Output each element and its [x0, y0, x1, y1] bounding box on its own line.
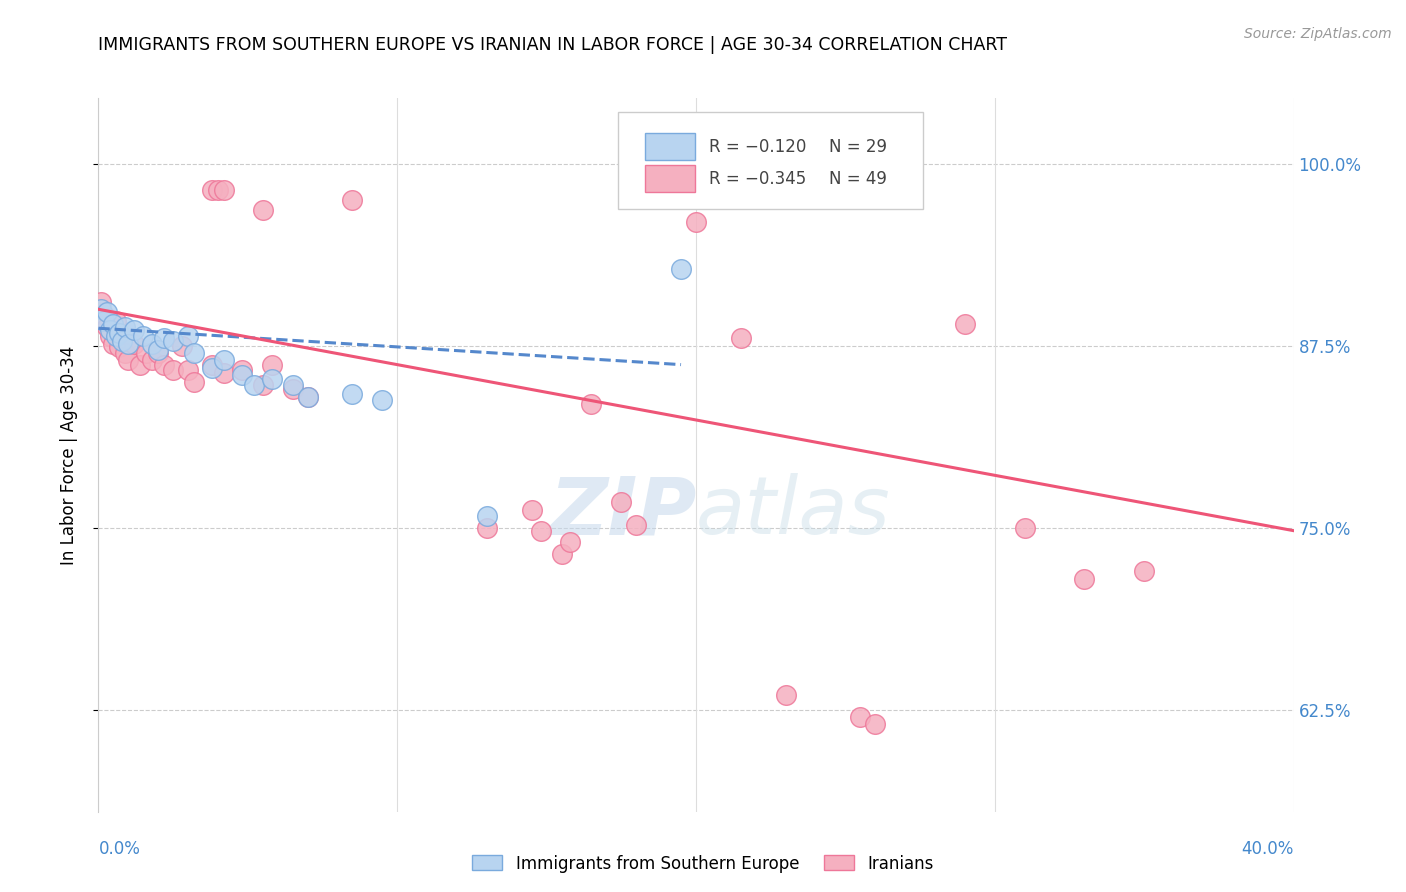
Point: [111, 334, 134, 349]
Point: [260, 372, 283, 386]
Point: [520, 503, 543, 517]
Text: N = 29: N = 29: [828, 137, 887, 155]
Text: Source: ZipAtlas.com: Source: ZipAtlas.com: [1244, 27, 1392, 41]
Point: [172, 339, 194, 353]
Point: [100, 323, 122, 337]
Point: [148, 346, 170, 360]
Text: IMMIGRANTS FROM SOUTHERN EUROPE VS IRANIAN IN LABOR FORCE | AGE 30-34 CORRELATIO: IMMIGRANTS FROM SOUTHERN EUROPE VS IRANI…: [98, 36, 1008, 54]
Point: [162, 363, 184, 377]
Point: [1014, 521, 1036, 535]
Point: [297, 390, 319, 404]
Point: [581, 397, 603, 411]
Text: R = −0.120: R = −0.120: [709, 137, 807, 155]
Text: 40.0%: 40.0%: [1241, 840, 1294, 858]
Point: [111, 331, 134, 345]
Bar: [644, 133, 695, 161]
FancyBboxPatch shape: [619, 112, 922, 209]
Point: [550, 547, 572, 561]
Text: atlas: atlas: [696, 473, 891, 551]
Point: [610, 494, 633, 508]
Point: [124, 337, 146, 351]
Point: [117, 337, 139, 351]
Point: [129, 358, 152, 372]
Point: [626, 517, 648, 532]
Point: [177, 328, 200, 343]
Point: [281, 378, 304, 392]
Point: [135, 346, 157, 360]
Point: [103, 337, 125, 351]
Point: [148, 343, 170, 357]
Point: [93, 308, 115, 322]
Point: [260, 358, 283, 372]
Point: [529, 524, 551, 538]
Point: [560, 535, 582, 549]
Point: [849, 710, 872, 724]
Point: [953, 317, 976, 331]
Point: [252, 203, 274, 218]
Point: [212, 353, 235, 368]
Point: [132, 328, 155, 343]
Point: [96, 319, 118, 334]
Point: [730, 331, 752, 345]
Point: [117, 353, 139, 368]
Point: [231, 363, 253, 377]
Point: [93, 314, 115, 328]
Point: [1073, 572, 1095, 586]
Point: [475, 521, 498, 535]
Point: [342, 193, 364, 207]
Text: 0.0%: 0.0%: [98, 840, 141, 858]
Point: [141, 337, 163, 351]
Point: [201, 360, 224, 375]
Point: [371, 392, 394, 407]
Point: [183, 346, 205, 360]
Point: [201, 358, 224, 372]
Text: N = 49: N = 49: [828, 169, 887, 187]
Point: [201, 183, 224, 197]
Y-axis label: In Labor Force | Age 30-34: In Labor Force | Age 30-34: [59, 345, 77, 565]
Point: [153, 358, 176, 372]
Point: [103, 317, 125, 331]
Point: [775, 688, 797, 702]
Point: [231, 368, 253, 382]
Point: [207, 183, 229, 197]
Point: [90, 295, 112, 310]
Point: [124, 323, 146, 337]
Point: [108, 326, 131, 340]
Text: R = −0.345: R = −0.345: [709, 169, 807, 187]
Point: [243, 378, 266, 392]
Point: [281, 383, 304, 397]
Text: ZIP: ZIP: [548, 473, 696, 551]
Point: [1133, 565, 1156, 579]
Point: [114, 319, 136, 334]
Point: [212, 183, 235, 197]
Point: [685, 215, 707, 229]
Point: [114, 346, 136, 360]
Point: [162, 334, 184, 349]
Point: [252, 378, 274, 392]
Point: [177, 363, 200, 377]
Point: [105, 328, 128, 343]
Bar: [644, 165, 695, 193]
Point: [212, 367, 235, 381]
Legend: Immigrants from Southern Europe, Iranians: Immigrants from Southern Europe, Iranian…: [465, 848, 941, 880]
Point: [669, 261, 692, 276]
Point: [297, 390, 319, 404]
Point: [183, 375, 205, 389]
Point: [141, 353, 163, 368]
Point: [100, 328, 122, 343]
Point: [153, 331, 176, 345]
Point: [105, 314, 128, 328]
Point: [108, 340, 131, 354]
Point: [865, 717, 887, 731]
Point: [475, 509, 498, 524]
Point: [96, 305, 118, 319]
Point: [90, 302, 112, 317]
Point: [342, 386, 364, 401]
